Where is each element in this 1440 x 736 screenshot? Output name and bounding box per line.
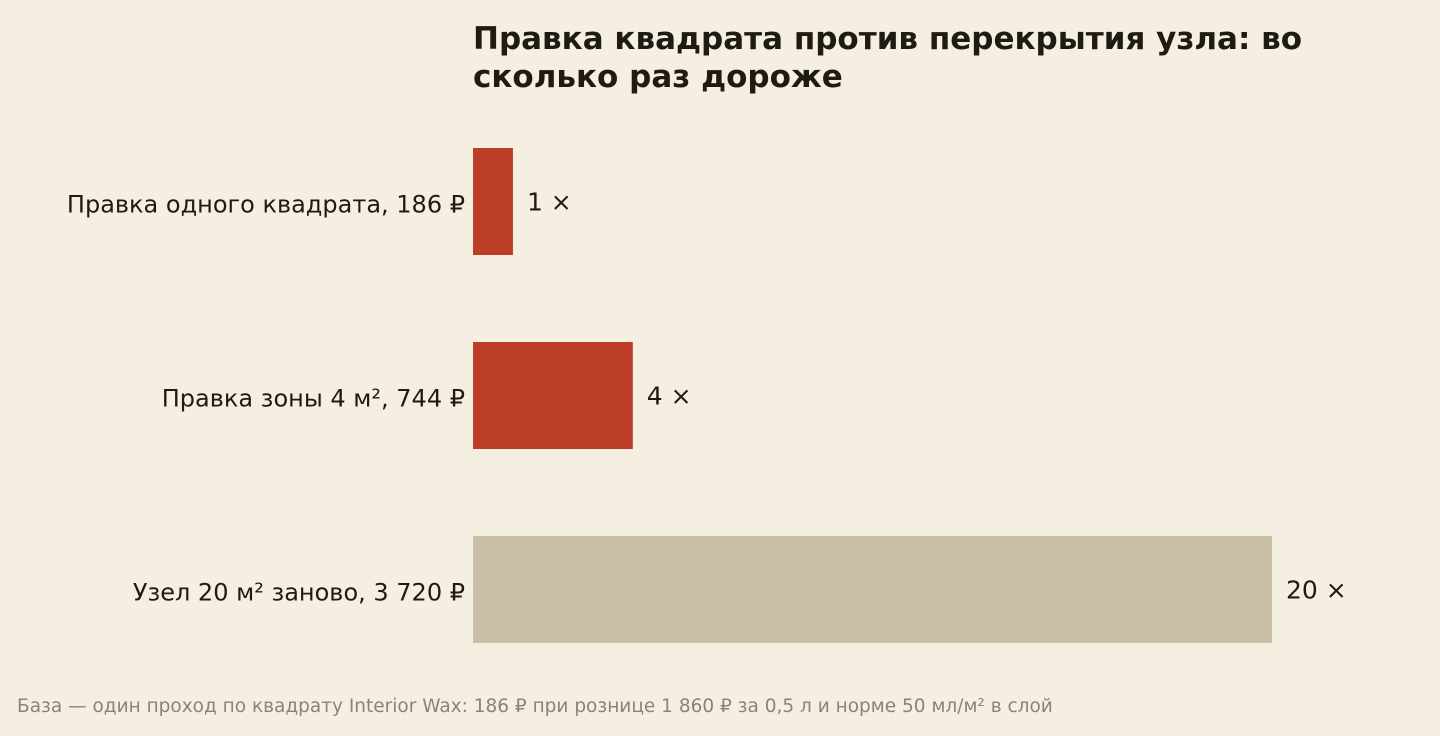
category-label-3: Узел 20 м² заново, 3 720 ₽ [133,579,465,607]
bar-2 [473,342,633,449]
value-label-1: 1 × [527,188,572,217]
footnote: База — один проход по квадрату Interior … [17,696,1053,717]
value-label-3: 20 × [1286,576,1347,605]
value-label-2: 4 × [647,382,692,411]
bar-3 [473,536,1272,643]
chart-title: Правка квадрата против перекрытия узла: … [473,21,1303,95]
bar-1 [473,148,513,255]
category-label-1: Правка одного квадрата, 186 ₽ [67,191,465,219]
category-label-2: Правка зоны 4 м², 744 ₽ [162,385,465,413]
